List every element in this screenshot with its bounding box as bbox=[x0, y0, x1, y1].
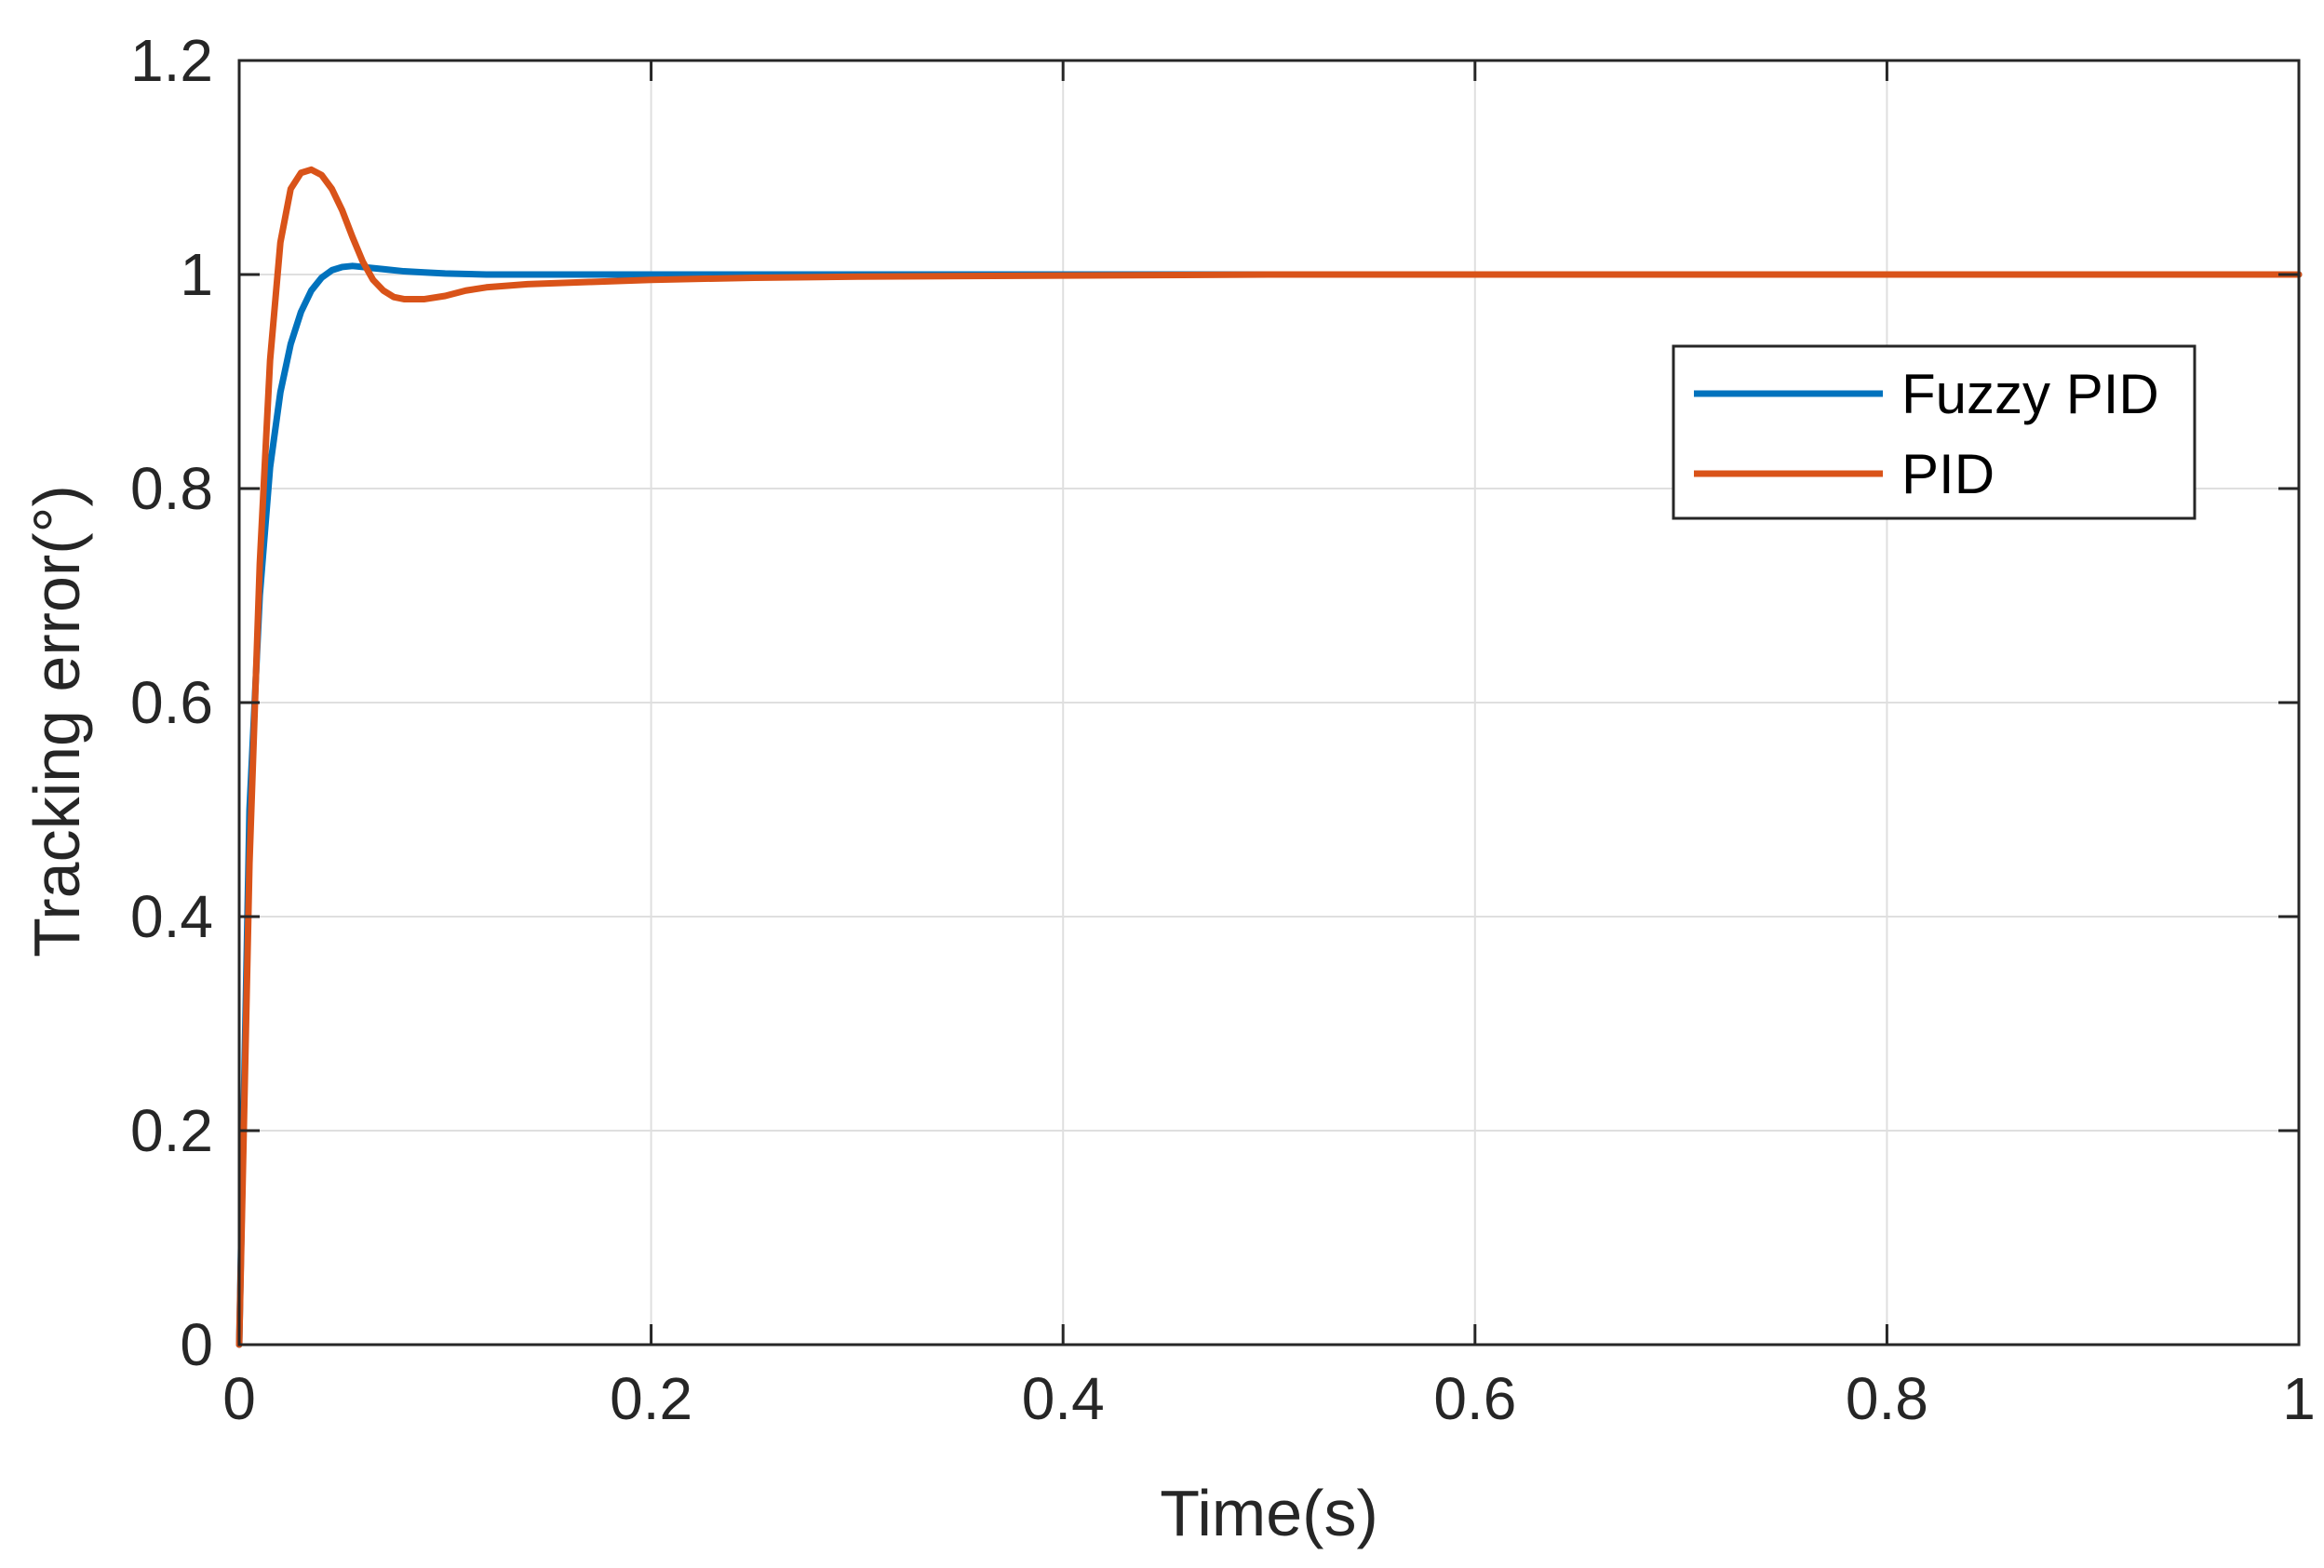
y-tick-label-0: 0 bbox=[180, 1311, 213, 1378]
y-tick-label-3: 0.6 bbox=[130, 669, 213, 736]
y-tick-label-1: 0.2 bbox=[130, 1097, 213, 1164]
series-line-pid bbox=[235, 166, 2303, 1348]
x-tick-label-3: 0.6 bbox=[1433, 1365, 1516, 1432]
x-tick-label-0: 0 bbox=[222, 1365, 256, 1432]
y-tick-label-4: 0.8 bbox=[130, 455, 213, 522]
x-axis-label: Time(s) bbox=[1160, 1477, 1378, 1549]
y-tick-label-5: 1 bbox=[180, 241, 213, 308]
series-lines bbox=[235, 166, 2303, 1348]
x-tick-label-2: 0.4 bbox=[1022, 1365, 1105, 1432]
axes bbox=[237, 59, 2301, 1347]
y-tick-label-2: 0.4 bbox=[130, 883, 213, 950]
tick-labels: 0 0.2 0.4 0.6 0.8 1 0 0.2 0.4 0.6 0.8 1 1.2 bbox=[130, 27, 2316, 1432]
legend-label-fuzzy-pid: Fuzzy PID bbox=[1901, 363, 2159, 425]
legend-box bbox=[1672, 344, 2196, 520]
legend: Fuzzy PID PID bbox=[1672, 344, 2196, 520]
x-tick-label-1: 0.2 bbox=[610, 1365, 692, 1432]
y-tick-label-6: 1.2 bbox=[130, 27, 213, 94]
x-tick-label-5: 1 bbox=[2282, 1365, 2316, 1432]
x-tick-label-4: 0.8 bbox=[1846, 1365, 1928, 1432]
y-axis-label: Tracking error(°) bbox=[20, 485, 93, 958]
legend-label-pid: PID bbox=[1901, 443, 1995, 505]
